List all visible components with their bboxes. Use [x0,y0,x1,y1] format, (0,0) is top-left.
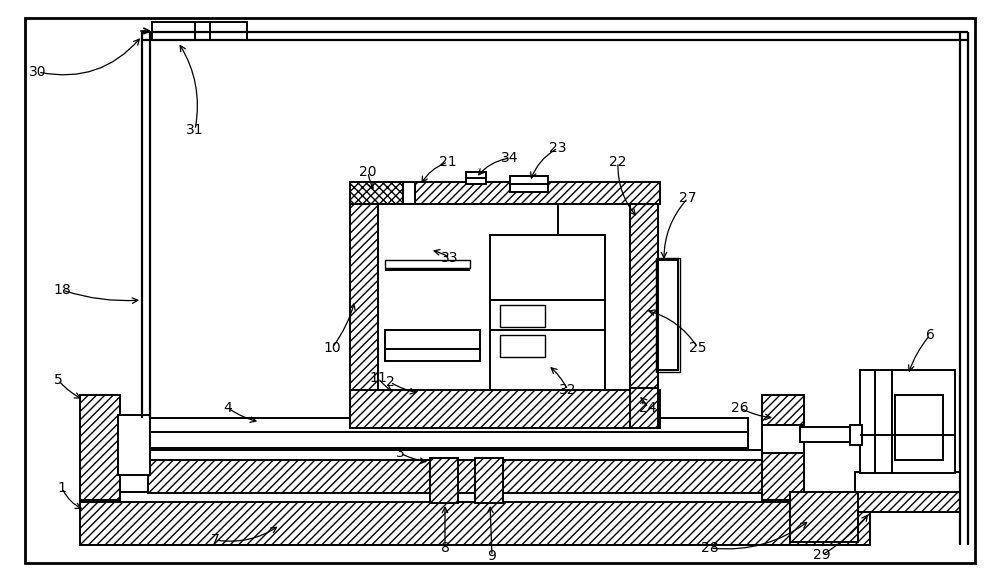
Bar [510,176,548,192]
Text: 20: 20 [359,165,377,179]
Text: 21: 21 [439,155,457,169]
Text: 4: 4 [224,401,232,415]
Bar [895,395,943,460]
Bar [385,260,470,268]
Bar [466,172,486,184]
Bar [350,390,660,428]
Text: 10: 10 [323,341,341,355]
Text: 5: 5 [54,373,62,387]
Bar [658,260,678,370]
Bar [118,415,150,475]
Bar [80,395,120,500]
Bar [500,305,545,327]
Text: 23: 23 [549,141,567,155]
Bar [800,427,858,442]
Text: 33: 33 [441,251,459,265]
Text: 30: 30 [29,65,47,79]
Text: 7: 7 [211,533,219,547]
Bar [490,235,605,390]
Text: 29: 29 [813,548,831,562]
Bar [630,210,658,428]
Bar [385,349,480,361]
Bar [656,258,680,372]
Bar [148,458,778,493]
Text: 32: 32 [559,383,577,397]
Text: 3: 3 [396,446,404,460]
Text: 34: 34 [501,151,519,165]
Text: 22: 22 [609,155,627,169]
Bar [148,432,748,448]
Bar [350,200,378,390]
Bar [630,388,658,428]
Text: 18: 18 [53,283,71,297]
Bar [148,418,748,433]
Bar [403,182,417,204]
Text: 31: 31 [186,123,204,137]
Bar [762,425,804,453]
Text: 26: 26 [731,401,749,415]
Text: 6: 6 [926,328,934,342]
Bar [500,335,545,357]
Text: 2: 2 [386,375,394,389]
Bar [148,450,778,460]
Text: 8: 8 [441,541,449,555]
Bar [415,182,660,204]
Text: 9: 9 [488,549,496,563]
Bar [630,204,658,419]
Text: 24: 24 [639,401,657,415]
Bar [350,182,405,204]
Bar [80,500,870,545]
Text: 27: 27 [679,191,697,205]
Bar [855,472,960,492]
Text: 11: 11 [369,371,387,385]
Bar [762,395,804,500]
Bar [790,492,858,542]
Text: 25: 25 [689,341,707,355]
Bar [430,458,458,503]
Bar [378,204,558,390]
Bar [152,22,247,40]
Bar [475,458,503,503]
Bar [850,425,862,445]
Bar [80,492,870,502]
Bar [860,370,955,473]
Bar [855,490,960,512]
Text: 1: 1 [58,481,66,495]
Bar [385,330,480,350]
Text: 28: 28 [701,541,719,555]
